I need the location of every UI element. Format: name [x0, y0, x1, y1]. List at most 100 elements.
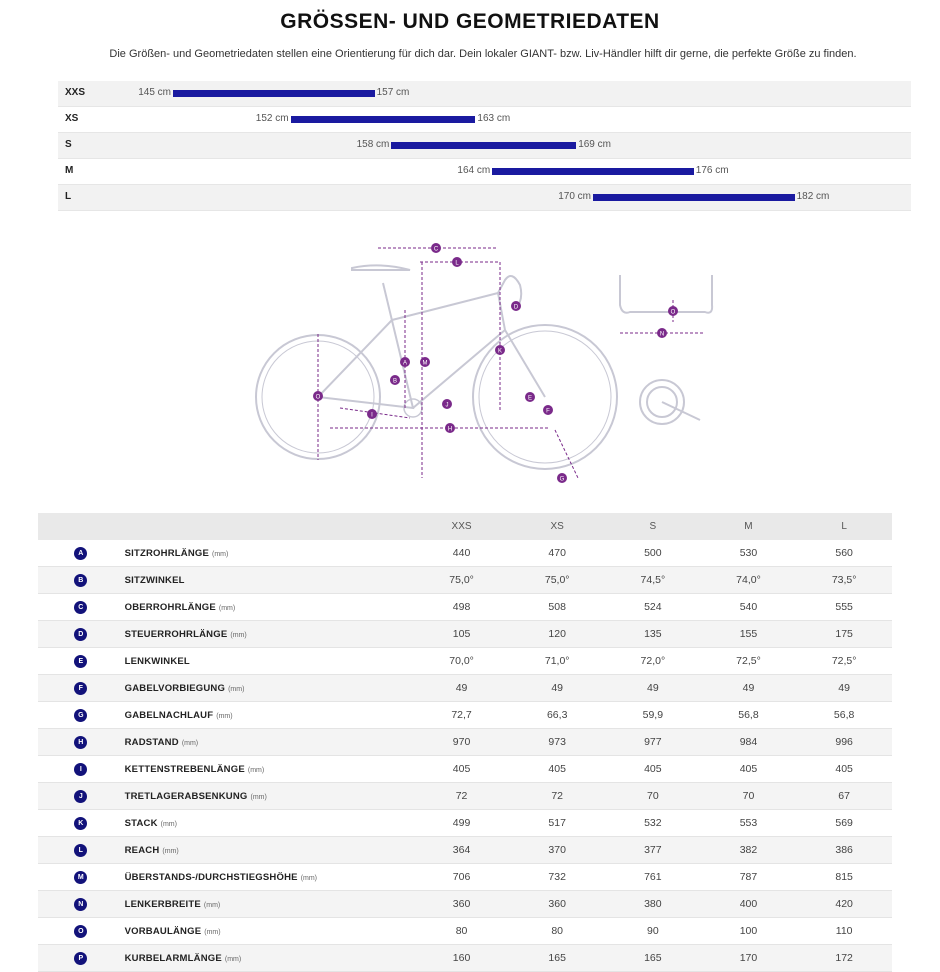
dimension-badge-label: F	[546, 409, 550, 415]
measurement-value: 75,0°	[509, 566, 606, 594]
page-title: GRÖSSEN- UND GEOMETRIEDATEN	[280, 10, 660, 33]
letter-badge: K	[74, 816, 88, 830]
measurement-value: 524	[605, 593, 701, 621]
dimension-badge	[442, 399, 452, 409]
measurement-value: 405	[413, 755, 510, 783]
fork	[504, 329, 546, 398]
seat-stay	[317, 319, 393, 398]
geometry-row: A SITZROHRLÄNGE (mm) 440 470 500 530 560	[38, 540, 892, 567]
min-height-label: 170 cm	[558, 191, 591, 202]
dimension-lines	[317, 247, 705, 479]
measurement-value: 360	[413, 890, 510, 918]
size-label: XS	[65, 113, 79, 124]
dimension-badge-label: N	[660, 332, 664, 338]
measurement-unit: (mm)	[181, 740, 199, 747]
max-height-label: 163 cm	[477, 113, 511, 124]
measurement-value: 155	[700, 620, 797, 648]
measurement-value: 500	[605, 540, 701, 567]
dimension-badge-label: J	[446, 403, 449, 409]
dimension-badge-label: C	[434, 247, 439, 253]
size-label: L	[65, 191, 72, 202]
measurement-unit: (mm)	[216, 713, 233, 720]
measurement-value: 49	[605, 674, 701, 702]
measurement-unit: (mm)	[228, 686, 245, 693]
letter-badge: N	[74, 897, 88, 911]
dimension-badge-label: L	[455, 261, 459, 267]
geometry-table: XXS XS S M L A SITZROHRLÄNGE (mm) 440 470 500…	[38, 513, 892, 972]
measurement-unit: (mm)	[247, 767, 265, 774]
dimension-badge	[668, 306, 678, 316]
dimension-badge	[452, 257, 462, 267]
measurement-value: 420	[796, 890, 892, 918]
rear-triangle	[317, 282, 415, 410]
dimension-badges: C L D K A M B J E F O I H G O N	[313, 243, 678, 483]
letter-badge: B	[74, 573, 88, 587]
measurement-unit: (mm)	[224, 956, 242, 963]
measurement-value: 540	[700, 593, 797, 621]
letter-badge: G	[74, 708, 88, 722]
bike-geometry-diagram: C L D K A M B J E F O I H G O N	[255, 243, 714, 483]
measurement-value: 105	[413, 620, 510, 648]
measurement-unit: (mm)	[250, 794, 267, 801]
measurement-name: LENKWINKEL	[124, 656, 190, 667]
dimension-badge	[657, 328, 667, 338]
measurement-value: 560	[796, 540, 892, 567]
measurement-value: 100	[700, 917, 797, 945]
measurement-name: GABELVORBIEGUNG	[124, 683, 226, 694]
measurement-value: 370	[509, 836, 606, 864]
measurement-value: 470	[509, 540, 606, 567]
measurement-unit: (mm)	[204, 929, 221, 936]
geometry-row: H RADSTAND (mm) 970 973 977 984 996	[38, 728, 892, 756]
letter-badge: D	[74, 627, 88, 641]
measurement-value: 72	[509, 782, 606, 810]
measurement-value: 787	[700, 863, 797, 891]
measurement-value: 377	[605, 836, 701, 864]
dimension-badge	[400, 357, 410, 367]
measurement-value: 532	[605, 809, 701, 837]
measurement-unit: (mm)	[212, 551, 229, 558]
measurement-value: 165	[509, 944, 606, 972]
measurement-name: VORBAULÄNGE	[124, 926, 202, 937]
measurement-name: GABELNACHLAUF	[124, 710, 214, 721]
measurement-value: 67	[796, 782, 892, 810]
size-row: S 158 cm 169 cm	[58, 133, 911, 159]
dimension-badge-label: O	[671, 310, 676, 316]
dimension-badge-label: O	[316, 395, 321, 401]
height-range-bar	[593, 194, 795, 201]
measurement-value: 49	[796, 674, 892, 702]
measurement-value: 74,5°	[605, 566, 701, 594]
dimension-badge	[557, 473, 567, 483]
measurement-unit: (mm)	[300, 875, 318, 882]
min-height-label: 145 cm	[138, 87, 171, 98]
measurement-value: 973	[509, 728, 606, 756]
measurement-value: 175	[796, 620, 892, 648]
dimension-badge-label: K	[498, 349, 502, 355]
size-label: S	[65, 139, 72, 150]
measurement-value: 996	[796, 728, 892, 756]
height-range-bar	[290, 116, 476, 123]
letter-badge: M	[74, 870, 88, 884]
measurement-value: 56,8	[700, 701, 797, 729]
measurement-value: 555	[796, 593, 892, 621]
measurement-unit: (mm)	[218, 605, 236, 612]
measurement-name: TRETLAGERABSENKUNG	[124, 791, 248, 802]
min-height-label: 158 cm	[356, 139, 390, 150]
measurement-value: 440	[413, 540, 510, 567]
measurement-name: ÜBERSTANDS-/DURCHSTIEGSHÖHE	[124, 872, 298, 883]
letter-badge: I	[74, 762, 88, 776]
geometry-header-row: XXS XS S M L	[38, 513, 892, 540]
dimension-badge-label: D	[514, 305, 519, 311]
geometry-row: E LENKWINKEL 70,0° 71,0° 72,0° 72,5° 72,5°	[38, 647, 892, 675]
max-height-label: 182 cm	[796, 191, 830, 202]
dimension-badge	[543, 405, 553, 415]
crank-detail	[639, 379, 701, 425]
letter-badge: C	[74, 600, 88, 614]
measurement-value: 405	[605, 755, 701, 783]
min-height-label: 164 cm	[457, 165, 491, 176]
height-range-bar	[173, 90, 375, 97]
measurement-name: REACH	[124, 845, 160, 856]
dimension-badge	[445, 423, 455, 433]
measurement-value: 386	[796, 836, 892, 864]
measurement-name: LENKERBREITE	[124, 899, 201, 910]
page-subtitle: Die Größen- und Geometriedaten stellen e…	[109, 48, 857, 60]
